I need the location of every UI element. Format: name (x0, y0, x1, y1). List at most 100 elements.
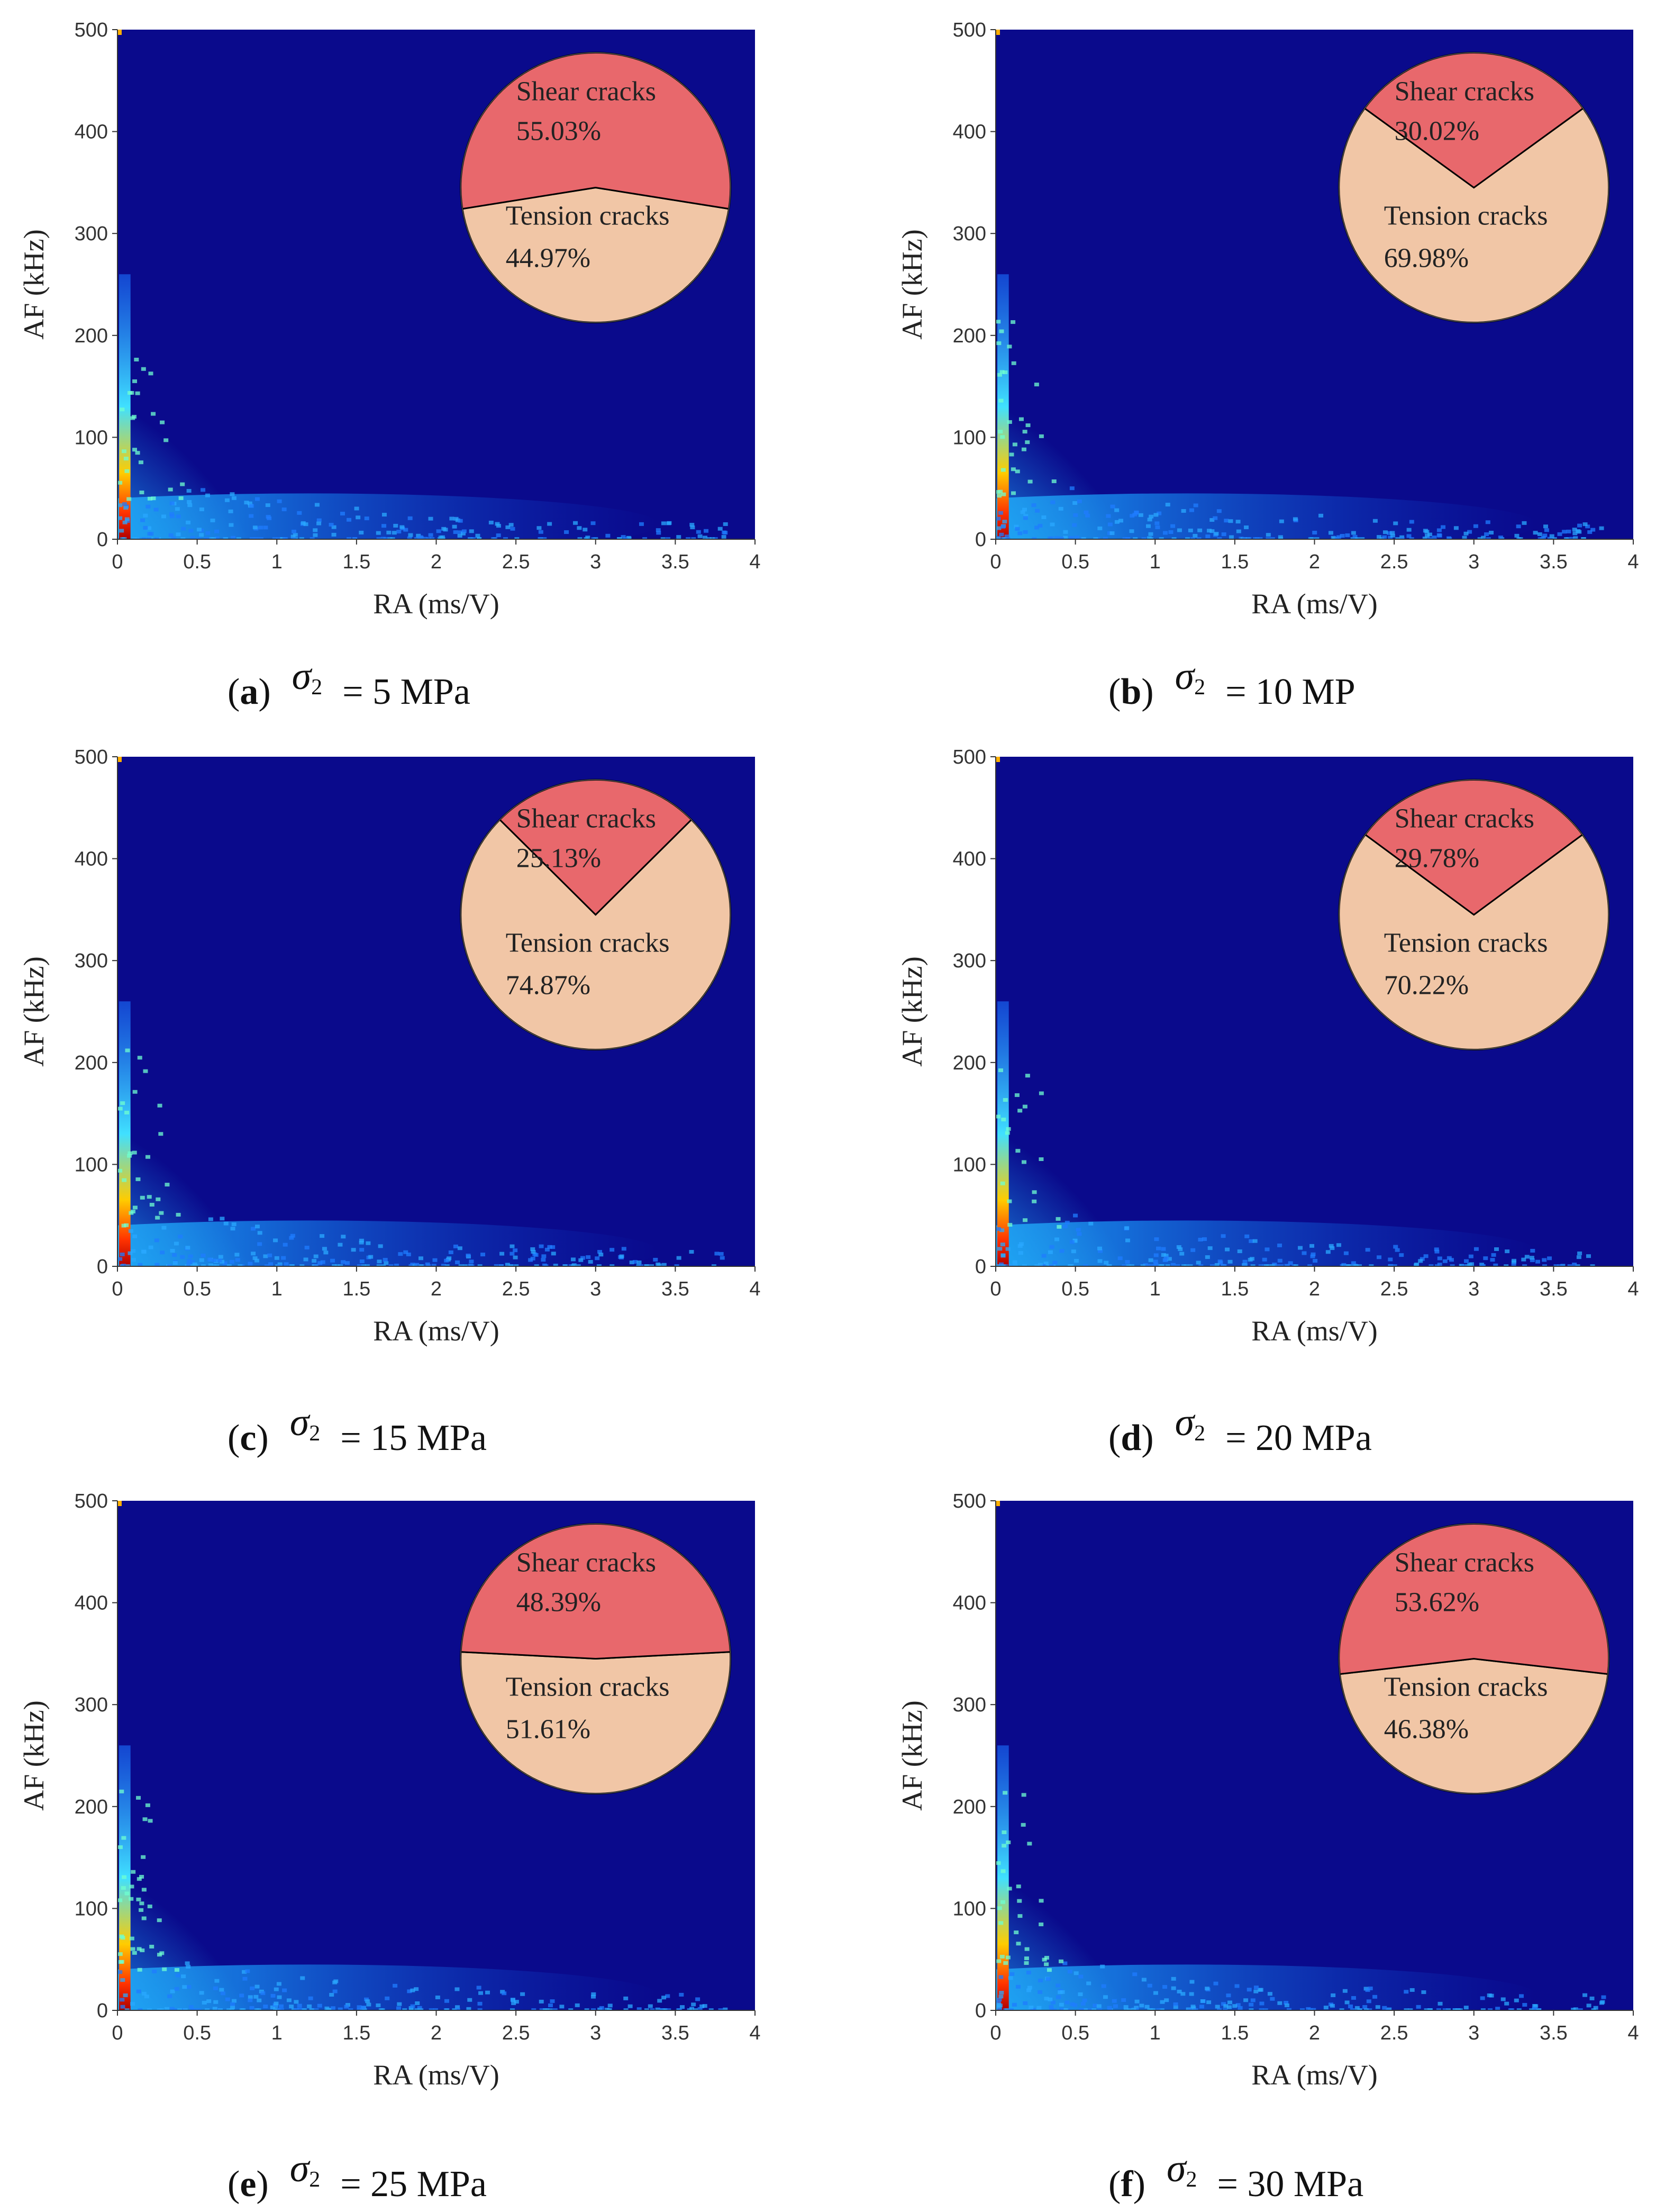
y-tick-label: 300 (75, 950, 108, 972)
density-speck (1161, 1247, 1166, 1251)
density-speck (1058, 537, 1063, 539)
density-speck (531, 1250, 536, 1254)
density-speck (1365, 1988, 1370, 1992)
density-speck (364, 516, 369, 521)
density-speck (621, 535, 626, 539)
density-speck (207, 1257, 212, 1262)
density-speck (1590, 528, 1596, 532)
heatmap-density (117, 30, 728, 539)
density-speck (1071, 1249, 1076, 1254)
density-speck (124, 517, 130, 521)
density-speck (1038, 1979, 1043, 1983)
y-tick-label: 500 (953, 1490, 986, 1512)
density-speck (1110, 504, 1115, 509)
density-speck (1177, 1989, 1182, 1993)
density-speck (1043, 1261, 1049, 1265)
density-speck (449, 516, 454, 521)
density-speck (1171, 1986, 1176, 1990)
x-tick-label: 4 (749, 2022, 760, 2044)
density-speck (1005, 1131, 1010, 1135)
density-speck (1582, 522, 1588, 527)
density-speck (1193, 503, 1198, 507)
density-speck (1153, 1253, 1159, 1257)
density-speck (1000, 468, 1006, 472)
density-speck (1313, 1259, 1318, 1263)
density-speck (1463, 1259, 1469, 1263)
density-speck (376, 537, 381, 539)
density-speck (1339, 2008, 1344, 2010)
density-speck (1331, 1993, 1336, 1997)
density-speck (1248, 1257, 1253, 1262)
density-speck (117, 1168, 123, 1173)
density-speck (650, 2008, 655, 2010)
density-speck (1223, 2004, 1229, 2008)
density-speck (157, 1918, 162, 1923)
density-speck (1049, 2005, 1054, 2009)
density-speck (407, 516, 413, 520)
density-speck (1065, 2000, 1070, 2005)
density-speck (1109, 531, 1115, 536)
caption-paren-close: ) (1141, 672, 1153, 712)
density-speck (220, 1259, 225, 1264)
density-speck (181, 527, 186, 531)
density-speck (365, 1999, 370, 2004)
density-speck (147, 526, 152, 530)
density-speck (997, 2004, 1003, 2008)
density-speck (576, 1264, 581, 1266)
density-speck (331, 532, 336, 537)
density-speck (163, 438, 169, 442)
pie-label-shear: Shear cracks (1395, 1548, 1534, 1578)
density-speck (316, 521, 322, 525)
density-speck (188, 529, 194, 533)
pie-label-shear: Shear cracks (1395, 804, 1534, 834)
x-axis-label: RA (ms/V) (373, 1315, 499, 1347)
density-speck (1309, 1244, 1315, 1248)
density-speck (1155, 525, 1160, 529)
density-outlier (996, 1501, 1000, 1506)
density-speck (1235, 520, 1241, 524)
density-speck (1207, 529, 1212, 533)
density-speck (132, 379, 138, 383)
density-speck (1161, 1253, 1166, 1257)
density-speck (580, 1256, 586, 1260)
density-speck (477, 2001, 483, 2006)
density-speck (168, 487, 173, 492)
caption-sigma: σ (290, 1401, 311, 1444)
density-speck (330, 2006, 335, 2010)
density-speck (1351, 531, 1356, 535)
caption-value: = 20 MPa (1225, 1418, 1372, 1458)
density-speck (605, 533, 611, 538)
density-speck (485, 1990, 490, 1995)
density-speck (1399, 537, 1405, 539)
density-speck (1049, 536, 1054, 539)
density-speck (1409, 520, 1414, 524)
density-speck (144, 1995, 149, 1999)
density-speck (1030, 2008, 1035, 2010)
density-speck (1351, 1996, 1356, 2000)
x-tick-label: 4 (1627, 2022, 1639, 2044)
density-speck (299, 537, 304, 539)
density-speck (1072, 523, 1077, 527)
pie-outline (460, 52, 731, 323)
density-speck (1450, 1264, 1455, 1266)
density-speck (293, 533, 298, 537)
density-speck (1196, 1261, 1201, 1265)
x-tick-label: 3 (1468, 551, 1479, 573)
density-speck (577, 526, 582, 530)
density-speck (1041, 515, 1047, 519)
density-speck (1088, 1221, 1094, 1226)
density-speck (222, 1261, 228, 1265)
density-speck (1325, 1250, 1331, 1254)
density-speck (186, 1964, 191, 1969)
density-speck (1224, 519, 1229, 523)
density-speck (656, 531, 661, 535)
density-speck (1086, 1981, 1091, 1986)
density-speck (533, 1253, 539, 1257)
density-speck (1521, 1257, 1526, 1262)
density-speck (281, 1256, 286, 1260)
density-speck (1029, 2005, 1034, 2009)
density-speck (135, 1177, 141, 1181)
density-outlier (117, 757, 122, 762)
density-speck (347, 518, 352, 522)
pie-value-shear: 53.62% (1395, 1588, 1479, 1618)
